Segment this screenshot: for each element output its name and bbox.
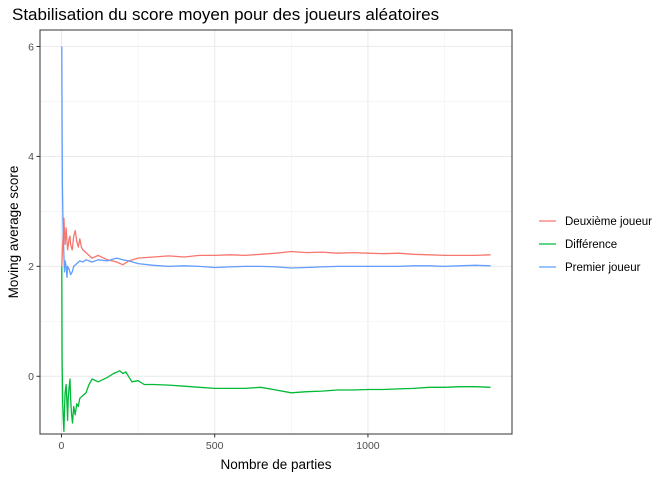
legend-label-1: Différence xyxy=(565,239,617,251)
x-tick-label: 0 xyxy=(59,440,65,452)
y-tick-label: 0 xyxy=(28,371,34,383)
series-line-2 xyxy=(61,46,491,278)
y-tick-label: 4 xyxy=(28,151,34,163)
series-line-0 xyxy=(61,217,491,267)
legend-label-2: Premier joueur xyxy=(565,262,641,274)
series-line-1 xyxy=(61,266,491,432)
series-lines xyxy=(61,46,491,432)
x-tick-label: 500 xyxy=(206,440,224,452)
y-tick-label: 2 xyxy=(28,261,34,273)
grid xyxy=(40,30,512,434)
x-tick-label: 1000 xyxy=(356,440,380,452)
axis-ticks: 0 500 1000 0 2 4 6 xyxy=(28,41,380,452)
chart-title: Stabilisation du score moyen pour des jo… xyxy=(12,5,439,24)
plot-panel-border xyxy=(39,29,513,435)
y-tick-label: 6 xyxy=(28,41,34,53)
y-axis-title: Moving average score xyxy=(6,166,21,299)
legend: Deuxième joueur Différence Premier joueur xyxy=(539,216,652,274)
x-axis-title: Nombre de parties xyxy=(220,457,331,472)
legend-label-0: Deuxième joueur xyxy=(565,216,652,228)
